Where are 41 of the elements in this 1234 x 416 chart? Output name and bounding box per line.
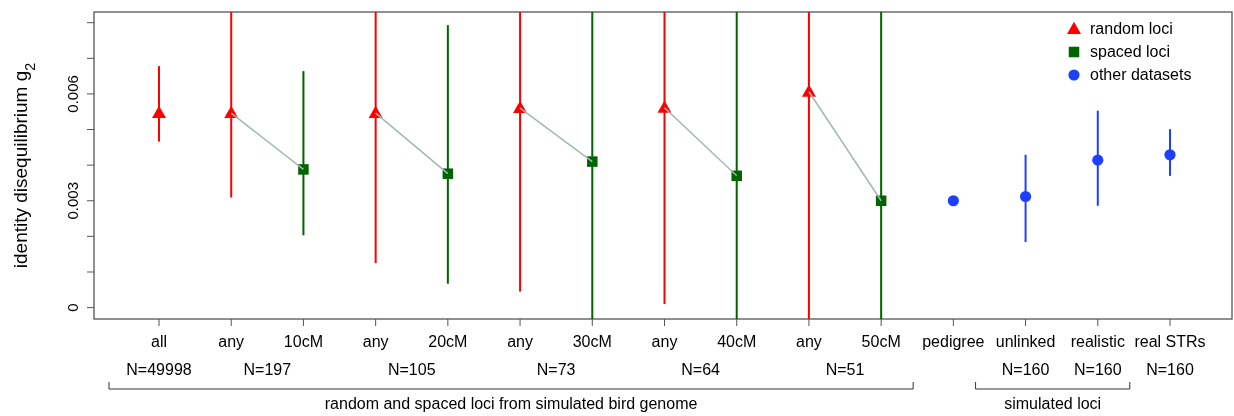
point (1092, 154, 1104, 166)
legend-label: random loci (1090, 20, 1173, 37)
x-tick-label: any (651, 333, 678, 350)
point (298, 164, 309, 175)
x-tick-label: unlinked (995, 333, 1056, 350)
text: N=160 (1073, 361, 1122, 378)
x-tick-label: 10cM (283, 333, 323, 350)
point (1164, 149, 1176, 161)
x-tick-label: real STRs (1134, 333, 1206, 350)
text: N=51 (825, 361, 865, 378)
x-tick-label: 20cM (428, 333, 468, 350)
x-tick-label: 30cM (572, 333, 612, 350)
x-tick-label: any (507, 333, 533, 350)
point (1019, 190, 1032, 203)
text: N=160 (1001, 361, 1050, 378)
legend-label: spaced loci (1090, 43, 1171, 60)
text: N=105 (387, 361, 436, 378)
text: N=160 (1146, 361, 1194, 378)
point (442, 168, 454, 179)
text: N=73 (536, 361, 576, 378)
text: simulated loci (1004, 395, 1102, 412)
point (587, 156, 598, 167)
x-tick-label: realistic (1070, 333, 1125, 350)
text: N=197 (243, 361, 292, 378)
y-tick-label: 0.006 (64, 75, 81, 113)
x-tick-label: 50cM (861, 333, 901, 350)
x-tick-label: any (362, 333, 389, 350)
x-tick-label: any (796, 333, 822, 350)
text: N=64 (681, 361, 721, 378)
x-tick-label: any (218, 333, 245, 350)
x-tick-label: pedigree (922, 333, 985, 350)
text: N=49998 (126, 361, 192, 378)
text: random and spaced loci from simulated bird genome (324, 395, 698, 412)
point (731, 170, 742, 182)
y-tick-label: 0.003 (64, 181, 81, 220)
point (947, 195, 959, 207)
point (152, 105, 166, 119)
x-tick-label: all (150, 333, 168, 350)
x-tick-label: 40cM (717, 333, 757, 350)
y-tick-label: 0 (64, 303, 81, 312)
legend-label: other datasets (1090, 66, 1192, 83)
